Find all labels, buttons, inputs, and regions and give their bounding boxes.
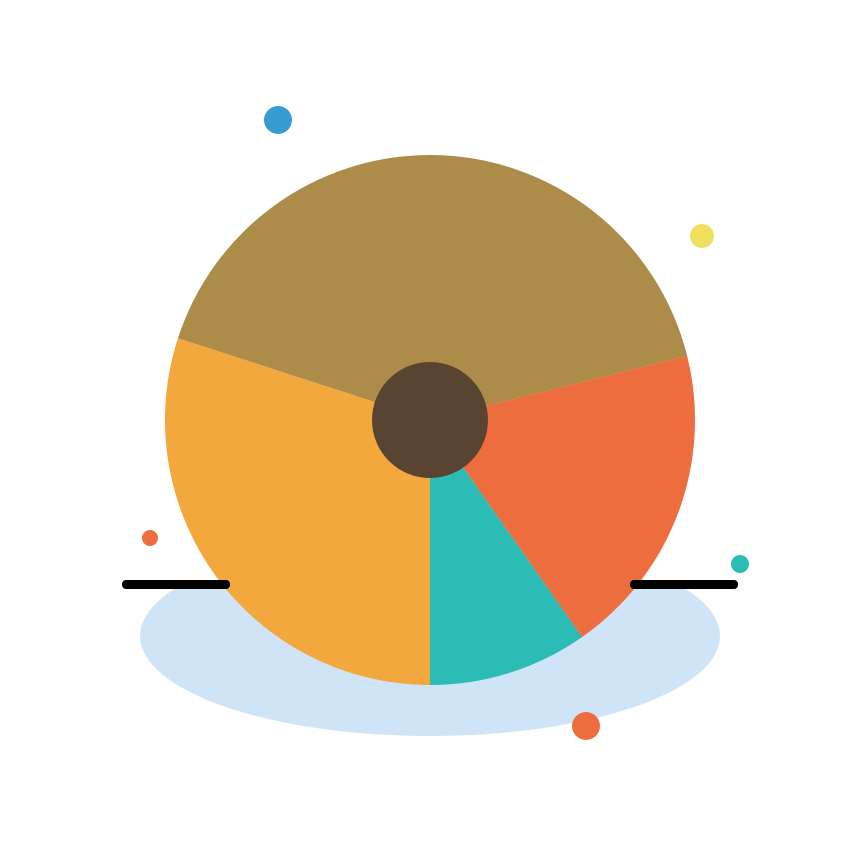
decorative-dot xyxy=(731,555,749,573)
decorative-dot xyxy=(142,530,158,546)
decorative-dot xyxy=(690,224,714,248)
horizon-tick-left xyxy=(122,580,230,589)
decorative-dot xyxy=(264,106,292,134)
pie-center xyxy=(372,362,488,478)
pie-chart xyxy=(0,0,860,860)
horizon-tick-right xyxy=(630,580,738,589)
pie-chart-icon xyxy=(0,0,860,860)
decorative-dot xyxy=(572,712,600,740)
